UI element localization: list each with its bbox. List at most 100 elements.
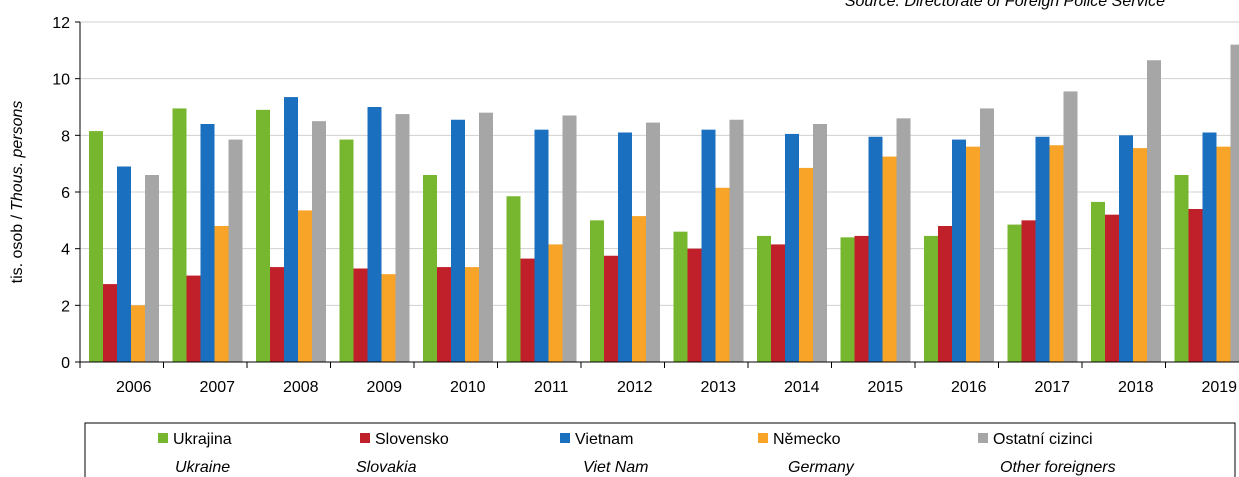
legend-swatch [360, 433, 370, 443]
y-tick-label: 10 [52, 72, 70, 89]
bar [256, 109, 270, 362]
bar [771, 244, 785, 362]
bar [687, 248, 702, 362]
y-tick-label: 12 [52, 15, 70, 32]
legend-swatch [758, 433, 768, 443]
legend-label-en: Other foreigners [1000, 459, 1116, 476]
bar [214, 226, 229, 362]
bar [1105, 214, 1119, 362]
x-tick-label: 2007 [199, 379, 235, 396]
legend-swatch [560, 433, 570, 443]
bar [89, 131, 103, 362]
bar [1147, 60, 1161, 362]
bar [1063, 91, 1078, 363]
y-tick-label: 0 [61, 355, 70, 372]
bar [131, 305, 145, 362]
bar [395, 114, 410, 362]
x-tick-label: 2009 [366, 379, 402, 396]
bar [1174, 175, 1189, 362]
bar [353, 268, 368, 362]
bar [451, 119, 465, 362]
legend-label: Vietnam [575, 431, 633, 448]
y-tick-label: 4 [61, 242, 70, 259]
bar [604, 255, 618, 362]
bar [1230, 44, 1239, 363]
bar [562, 115, 577, 362]
bar [1188, 209, 1203, 362]
y-axis-label: tis. osob / Thous. persons [9, 101, 26, 284]
bar [270, 267, 284, 362]
bar [882, 156, 897, 362]
y-axis-label-en: Thous. persons [9, 101, 26, 211]
bar [1091, 201, 1105, 362]
y-tick-label: 2 [61, 298, 70, 315]
y-tick-label: 8 [61, 128, 70, 145]
bar [1007, 224, 1022, 362]
y-tick-label: 6 [61, 185, 70, 202]
bar [479, 112, 493, 363]
bar [228, 139, 243, 362]
y-axis-label-cz: tis. osob / [9, 214, 26, 283]
bar [868, 136, 883, 362]
bar [966, 146, 980, 362]
bar [840, 237, 855, 362]
bar [1216, 146, 1231, 362]
legend-label: Ostatní cizinci [993, 431, 1093, 448]
legend-label-en: Viet Nam [583, 459, 649, 476]
bar [938, 226, 952, 362]
bar [381, 274, 396, 362]
source: Source: Directorate of Foreign Police Se… [845, 0, 1165, 10]
bar [339, 139, 354, 362]
legend-label-en: Germany [788, 459, 855, 476]
legend-swatch [978, 433, 988, 443]
bar [618, 132, 632, 362]
bar [534, 129, 549, 362]
bar [1035, 136, 1050, 362]
legend-label-en: Ukraine [175, 459, 230, 476]
bar [896, 118, 911, 362]
x-tick-label: 2011 [534, 379, 569, 396]
bar [980, 108, 994, 363]
bar [437, 267, 451, 362]
x-tick-label: 2018 [1118, 379, 1154, 396]
legend-label: Slovensko [375, 431, 449, 448]
bar [952, 139, 966, 362]
legend-box [84, 422, 1236, 477]
legend-label: Ukrajina [173, 431, 232, 448]
bar [172, 108, 187, 363]
x-tick-label: 2016 [951, 379, 987, 396]
bar [117, 166, 131, 362]
legend-swatch [158, 433, 168, 443]
x-tick-label: 2014 [784, 379, 820, 396]
bar [465, 267, 479, 362]
bar [646, 122, 660, 362]
bar [520, 258, 535, 362]
x-tick-label: 2019 [1201, 379, 1237, 396]
bar [1133, 148, 1147, 362]
bar [785, 133, 799, 362]
bar [1049, 145, 1064, 362]
bar [367, 107, 382, 362]
bar [103, 284, 117, 362]
bar [506, 196, 521, 362]
bar [813, 124, 827, 362]
x-tick-label: 2013 [700, 379, 736, 396]
bar [312, 121, 326, 363]
x-tick-label: 2017 [1034, 379, 1070, 396]
bar [729, 119, 744, 362]
bar [854, 235, 869, 362]
x-tick-label: 2010 [450, 379, 486, 396]
bar [757, 235, 771, 362]
x-tick-label: 2008 [283, 379, 319, 396]
bar [186, 275, 201, 362]
bar [284, 97, 298, 362]
x-tick-label: 2015 [867, 379, 903, 396]
bar [298, 210, 312, 362]
bar [632, 216, 646, 362]
x-tick-label: 2012 [617, 379, 653, 396]
legend-label-en: Slovakia [356, 459, 417, 476]
bar [145, 175, 159, 362]
bar [924, 235, 938, 362]
